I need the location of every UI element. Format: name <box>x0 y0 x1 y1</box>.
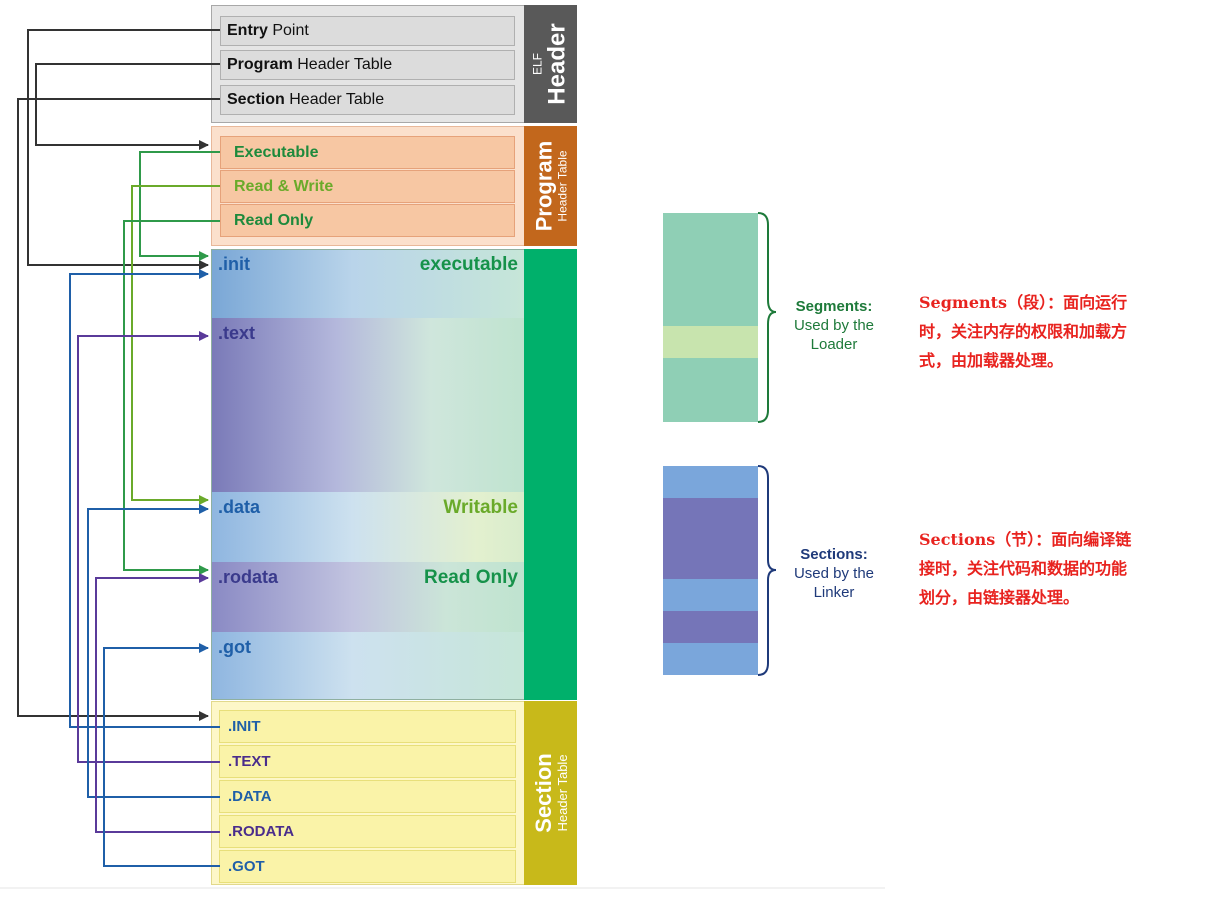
program-row-read-write: Read & Write <box>220 170 515 203</box>
elf-header-band: ELF Header <box>524 5 577 123</box>
segments-band <box>524 249 577 700</box>
section-header-row-rodata: .RODATA <box>219 815 516 848</box>
text-region <box>212 318 524 492</box>
section-label-text: .text <box>218 323 256 343</box>
section-attr-writable: Writable <box>443 497 518 518</box>
arrow-entry-to-init <box>27 29 220 270</box>
section-header-band: Section Header Table <box>524 701 577 885</box>
sections-legend-label: Sections: Used by the Linker <box>793 546 875 601</box>
arrow-init-entry <box>69 269 220 728</box>
arrow-rodata-entry <box>95 573 220 833</box>
arrow-data-entry <box>87 504 220 798</box>
section-attr-read-only: Read Only <box>424 567 518 588</box>
segments-brace <box>757 212 777 423</box>
segments-legend-stripe <box>663 326 758 358</box>
program-row-executable: Executable <box>220 136 515 169</box>
segments-note: Segments（段）：面向运行 时，关注内存的权限和加载方 式，由加载器处理。 <box>919 293 1128 370</box>
elf-row-section-header-table: Section Header Table <box>220 85 515 115</box>
arrow-executable-segment <box>139 151 220 261</box>
arrow-program-header-ptr <box>35 63 220 150</box>
arrow-section-header-ptr <box>17 98 220 721</box>
section-header-row-data: .DATA <box>219 780 516 813</box>
sections-legend-rodata-stripe <box>663 611 758 643</box>
sections-body <box>211 249 525 700</box>
section-label-init: .init <box>218 254 250 274</box>
section-label-data: .data <box>218 497 261 517</box>
elf-row-program-header-table: Program Header Table <box>220 50 515 80</box>
init-region <box>212 250 524 318</box>
elf-row-entry-point: Entry Point <box>220 16 515 46</box>
data-region <box>212 492 524 562</box>
got-region <box>212 632 524 699</box>
program-row-read-only: Read Only <box>220 204 515 237</box>
section-header-row-got: .GOT <box>219 850 516 883</box>
section-header-row-text: .TEXT <box>219 745 516 778</box>
arrow-text-entry <box>77 331 220 763</box>
segments-legend-label: Segments: Used by the Loader <box>793 298 875 353</box>
arrow-got-entry <box>103 643 220 867</box>
section-label-got: .got <box>218 637 251 657</box>
segments-legend-bar <box>663 213 758 422</box>
arrow-read-only-segment <box>123 220 220 575</box>
sections-note: Sections（节）：面向编译链 接时，关注代码和数据的功能 划分，由链接器处… <box>919 530 1132 607</box>
program-header-band: Program Header Table <box>524 126 577 246</box>
section-label-rodata: .rodata <box>218 567 279 587</box>
rodata-region <box>212 562 524 632</box>
sections-brace <box>757 465 777 676</box>
arrow-read-write-segment <box>131 185 220 505</box>
section-header-row-init: .INIT <box>219 710 516 743</box>
sections-legend-text-stripe <box>663 498 758 579</box>
section-attr-executable: executable <box>419 254 518 275</box>
